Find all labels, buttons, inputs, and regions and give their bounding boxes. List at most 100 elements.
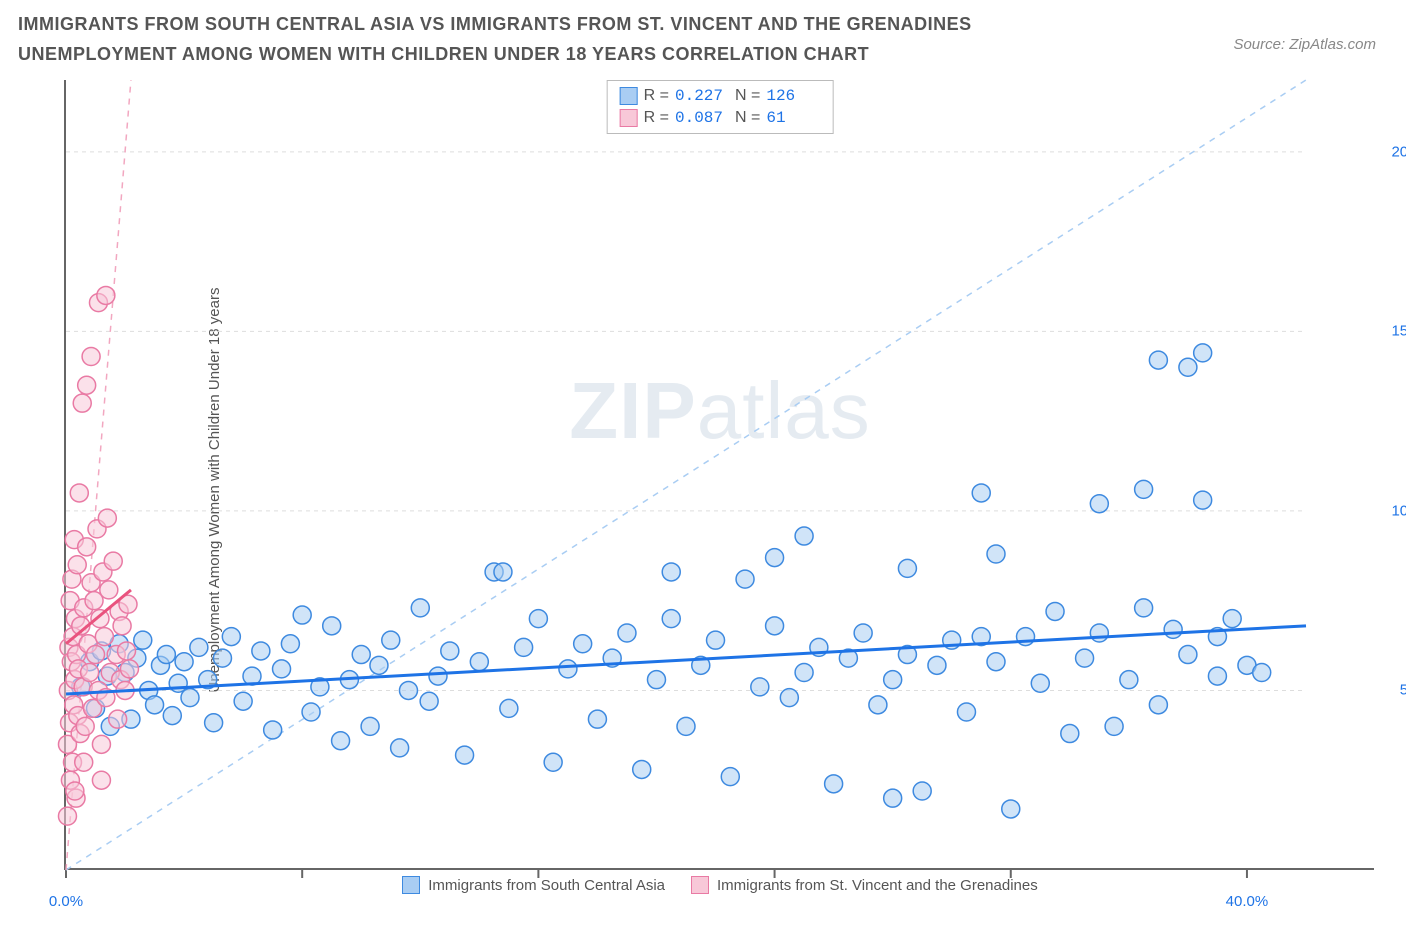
scatter-point (913, 782, 931, 800)
scatter-point (1223, 610, 1241, 628)
scatter-point (76, 717, 94, 735)
bottom-legend: Immigrants from South Central Asia Immigr… (66, 876, 1374, 894)
scatter-point (273, 660, 291, 678)
legend-n-label: N = (735, 109, 760, 127)
scatter-point (1120, 671, 1138, 689)
scatter-point (662, 563, 680, 581)
scatter-point (78, 538, 96, 556)
legend-n-label: N = (735, 87, 760, 105)
y-tick-label: 5.0% (1400, 682, 1406, 699)
x-tick-label: 0.0% (49, 893, 83, 910)
scatter-point (146, 696, 164, 714)
scatter-point (352, 646, 370, 664)
scatter-point (898, 559, 916, 577)
scatter-point (1179, 358, 1197, 376)
scatter-point (420, 692, 438, 710)
scatter-point (987, 545, 1005, 563)
scatter-point (382, 631, 400, 649)
scatter-point (1002, 800, 1020, 818)
scatter-point (73, 394, 91, 412)
scatter-point (118, 642, 136, 660)
scatter-point (75, 753, 93, 771)
scatter-point (529, 610, 547, 628)
scatter-point (1194, 344, 1212, 362)
y-tick-label: 10.0% (1391, 502, 1406, 519)
y-tick-label: 15.0% (1391, 323, 1406, 340)
scatter-point (470, 653, 488, 671)
scatter-point (181, 689, 199, 707)
scatter-point (66, 782, 84, 800)
scatter-point (113, 617, 131, 635)
legend-r-value: 0.227 (675, 87, 729, 105)
legend-swatch (620, 109, 638, 127)
scatter-point (58, 807, 76, 825)
chart-area: Unemployment Among Women with Children U… (18, 80, 1388, 900)
legend-swatch (402, 876, 420, 894)
scatter-point (618, 624, 636, 642)
scatter-point (500, 699, 518, 717)
legend-swatch (691, 876, 709, 894)
scatter-point (175, 653, 193, 671)
scatter-point (588, 710, 606, 728)
scatter-point (87, 646, 105, 664)
scatter-point (252, 642, 270, 660)
scatter-point (361, 717, 379, 735)
scatter-point (68, 556, 86, 574)
scatter-point (109, 710, 127, 728)
scatter-point (281, 635, 299, 653)
scatter-point (957, 703, 975, 721)
scatter-point (81, 664, 99, 682)
scatter-point (134, 631, 152, 649)
scatter-point (120, 660, 138, 678)
scatter-point (1149, 351, 1167, 369)
scatter-point (662, 610, 680, 628)
scatter-point (884, 671, 902, 689)
scatter-point (1135, 480, 1153, 498)
scatter-point (494, 563, 512, 581)
scatter-point (1194, 491, 1212, 509)
scatter-point (766, 617, 784, 635)
plot-svg (66, 80, 1374, 868)
legend-n-value: 126 (766, 87, 820, 105)
scatter-point (987, 653, 1005, 671)
scatter-point (1179, 646, 1197, 664)
scatter-point (391, 739, 409, 757)
scatter-point (884, 789, 902, 807)
scatter-point (302, 703, 320, 721)
scatter-point (795, 664, 813, 682)
scatter-point (323, 617, 341, 635)
scatter-point (411, 599, 429, 617)
legend-r-label: R = (644, 87, 669, 105)
bottom-legend-text: Immigrants from St. Vincent and the Gren… (717, 877, 1038, 894)
bottom-legend-item: Immigrants from St. Vincent and the Gren… (691, 876, 1038, 894)
scatter-point (399, 681, 417, 699)
scatter-point (78, 376, 96, 394)
scatter-point (1076, 649, 1094, 667)
legend-r-value: 0.087 (675, 109, 729, 127)
scatter-point (574, 635, 592, 653)
scatter-point (293, 606, 311, 624)
scatter-point (751, 678, 769, 696)
scatter-point (1046, 602, 1064, 620)
scatter-point (1061, 725, 1079, 743)
scatter-point (370, 656, 388, 674)
scatter-point (163, 707, 181, 725)
scatter-point (1090, 624, 1108, 642)
scatter-point (1135, 599, 1153, 617)
bottom-legend-item: Immigrants from South Central Asia (402, 876, 665, 894)
scatter-point (972, 484, 990, 502)
scatter-point (1090, 495, 1108, 513)
scatter-point (825, 775, 843, 793)
legend-r-label: R = (644, 109, 669, 127)
scatter-point (544, 753, 562, 771)
scatter-point (869, 696, 887, 714)
legend-stats-row: R =0.087N = 61 (620, 107, 821, 129)
scatter-point (97, 286, 115, 304)
scatter-point (82, 348, 100, 366)
scatter-point (928, 656, 946, 674)
legend-stats-box: R =0.227N =126R =0.087N = 61 (607, 80, 834, 134)
bottom-legend-text: Immigrants from South Central Asia (428, 877, 665, 894)
scatter-point (795, 527, 813, 545)
scatter-point (1164, 620, 1182, 638)
scatter-point (456, 746, 474, 764)
